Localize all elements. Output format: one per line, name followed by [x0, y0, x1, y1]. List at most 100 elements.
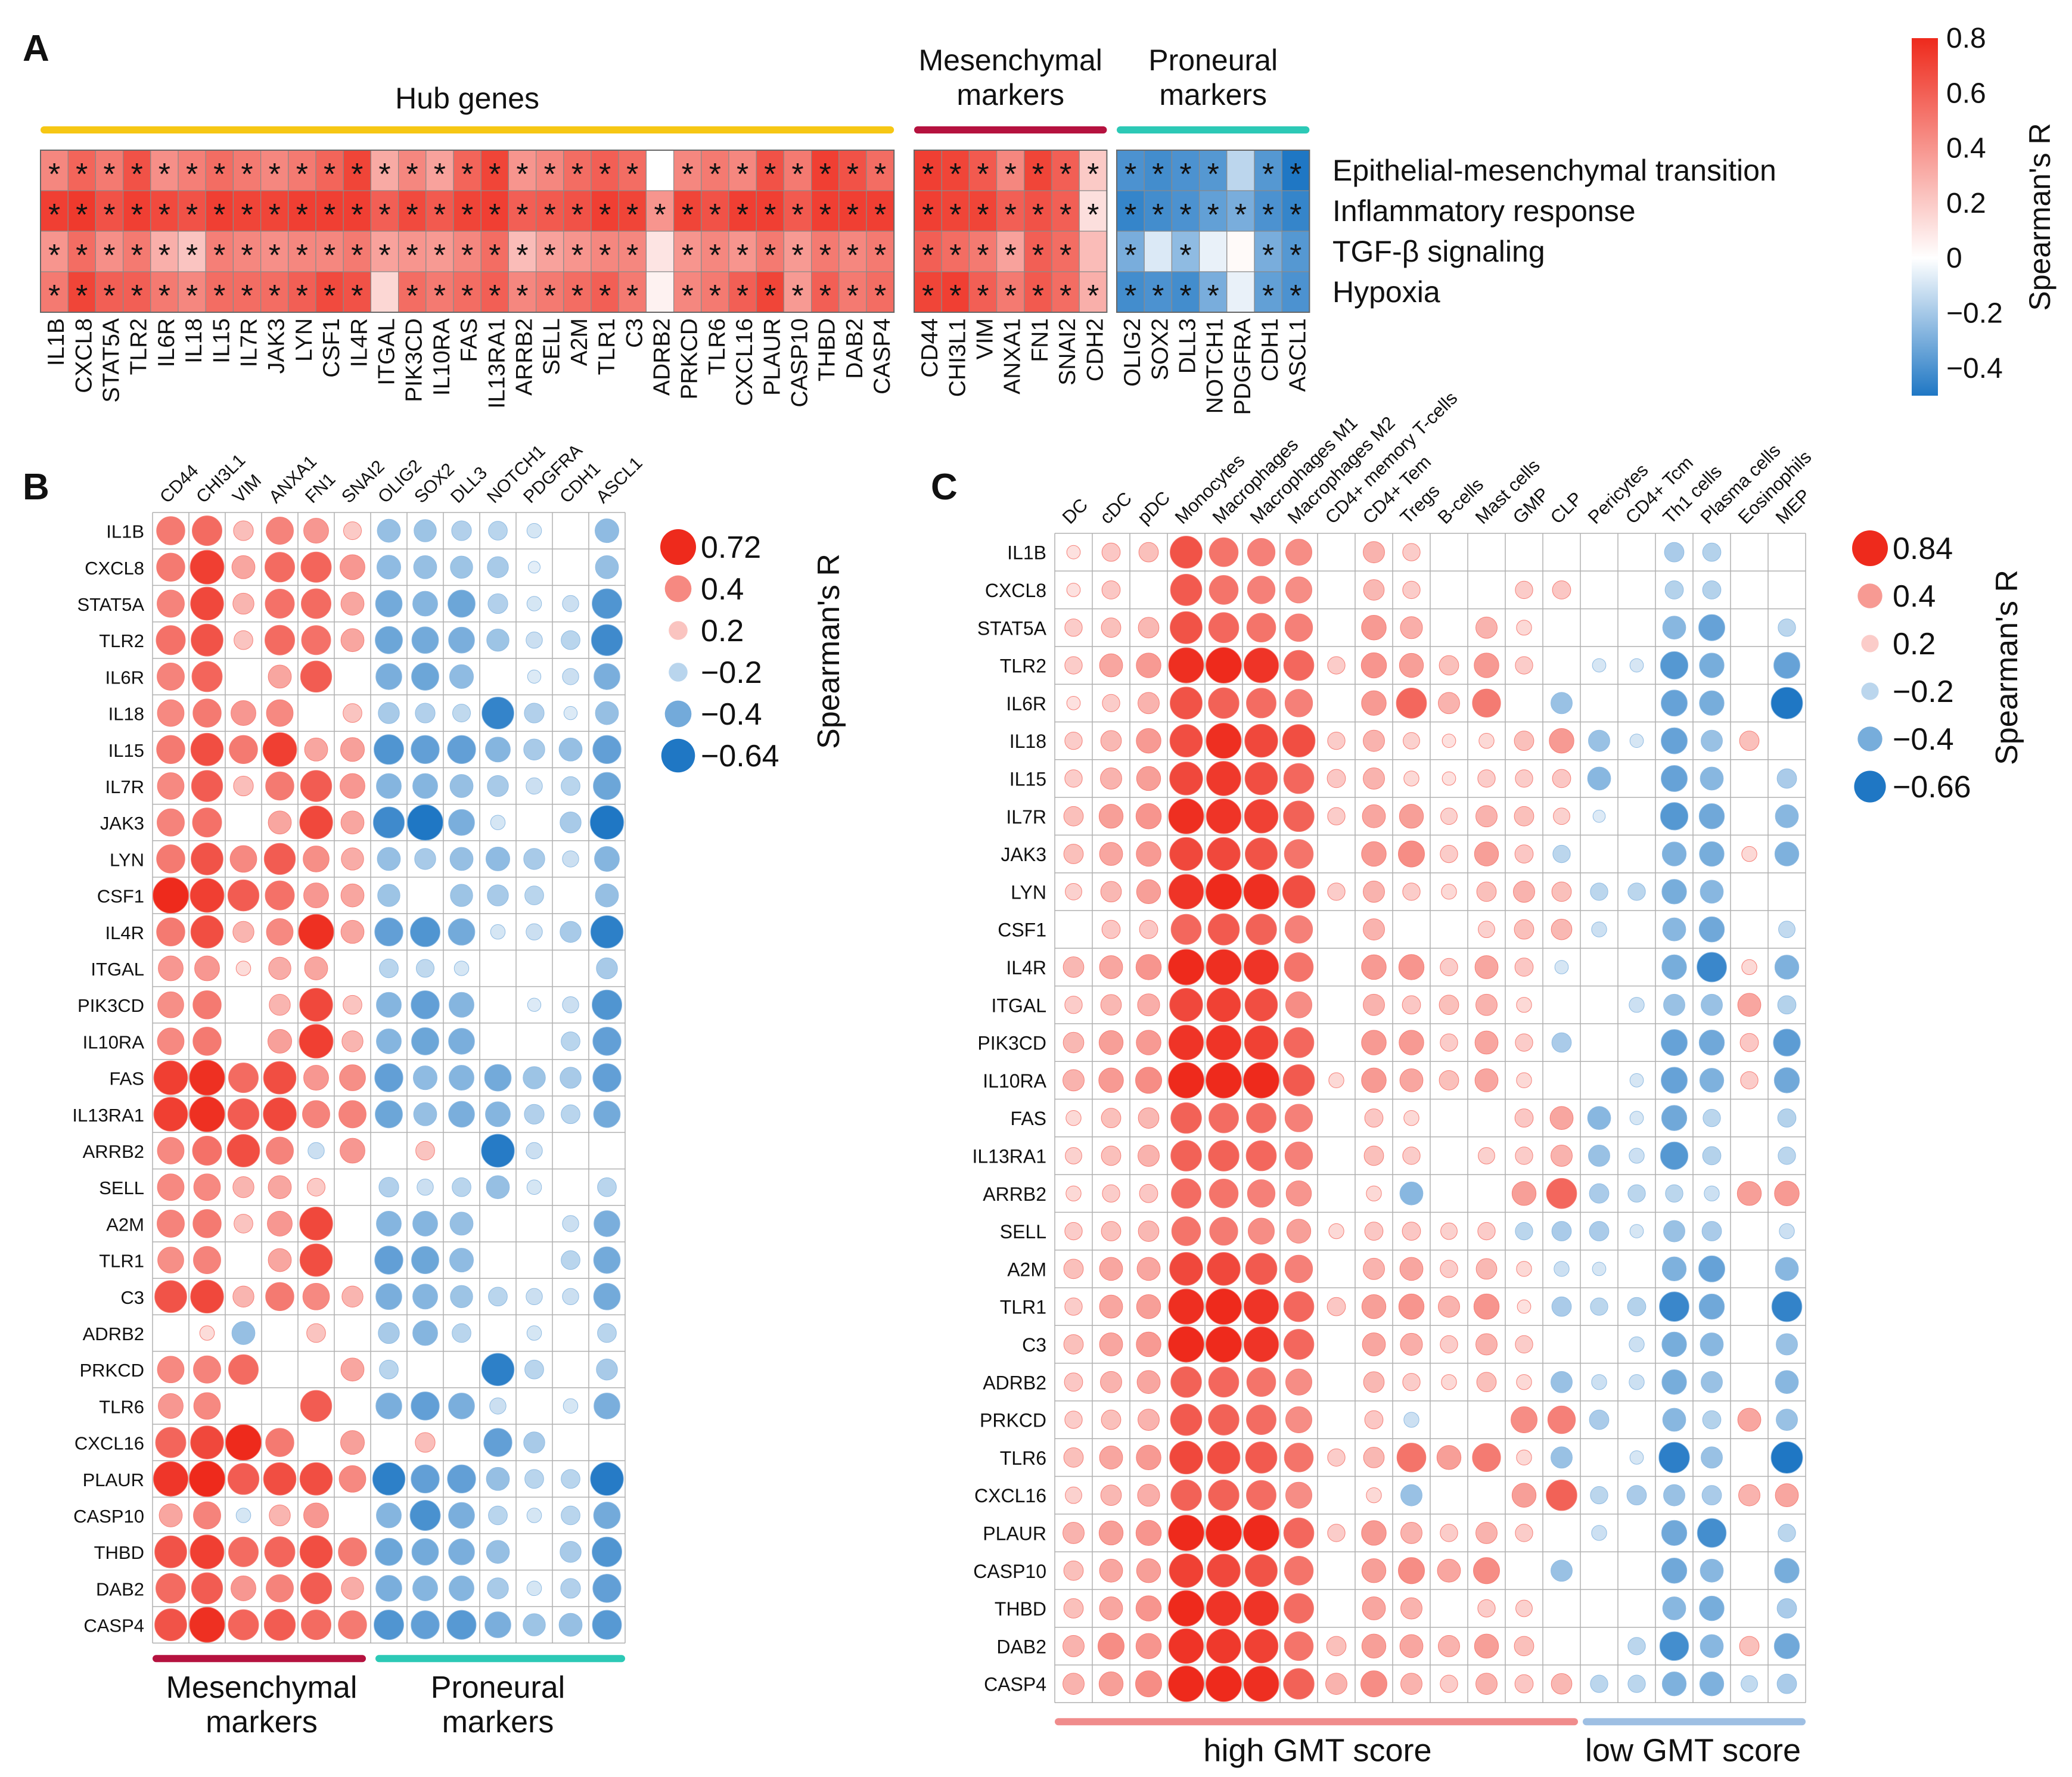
correlation-bubble: [1627, 1637, 1646, 1655]
correlation-bubble: [1549, 728, 1574, 754]
heatmap-cell: [288, 190, 316, 232]
significance-star: *: [682, 279, 694, 313]
correlation-bubble: [449, 1211, 474, 1236]
correlation-bubble: [1514, 919, 1534, 940]
significance-star: *: [764, 279, 776, 313]
correlation-bubble: [300, 1572, 333, 1605]
correlation-bubble: [155, 1427, 187, 1458]
heatmap-cell: [178, 231, 206, 272]
hub-group-label: Hub genes: [395, 82, 539, 115]
heatmap-cell: [838, 271, 867, 313]
correlation-bubble: [1285, 539, 1312, 566]
significance-star: *: [1032, 238, 1044, 273]
row-label: IL1B: [1007, 542, 1046, 564]
correlation-bubble: [1063, 1560, 1084, 1581]
gene-label: IL13RA1: [484, 318, 510, 409]
significance-star: *: [1290, 279, 1301, 313]
mesenchymal-group-label: Mesenchymal markers: [166, 1670, 358, 1739]
correlation-bubble: [306, 1323, 326, 1343]
correlation-bubble: [307, 1178, 325, 1197]
correlation-bubble: [262, 732, 297, 767]
correlation-bubble: [1516, 1449, 1532, 1466]
correlation-bubble: [416, 959, 434, 978]
significance-star: *: [131, 238, 143, 273]
correlation-bubble: [1170, 1140, 1202, 1172]
correlation-bubble: [1243, 1062, 1279, 1099]
correlation-bubble: [1363, 880, 1385, 903]
correlation-bubble: [157, 1209, 185, 1238]
correlation-bubble: [1660, 651, 1689, 680]
correlation-bubble: [1661, 879, 1687, 905]
correlation-bubble: [1168, 1326, 1204, 1363]
correlation-bubble: [1208, 1366, 1240, 1398]
correlation-bubble: [1327, 769, 1346, 788]
correlation-bubble: [1168, 1514, 1204, 1551]
correlation-bubble: [1661, 1369, 1687, 1395]
heatmap-cell: [178, 190, 206, 232]
correlation-bubble: [1170, 536, 1203, 569]
correlation-bubble: [193, 1501, 221, 1530]
correlation-bubble: [1064, 619, 1083, 637]
correlation-bubble: [413, 1065, 437, 1091]
significance-star: *: [709, 157, 721, 192]
row-label: ARRB2: [983, 1183, 1046, 1205]
correlation-bubble: [1246, 1367, 1276, 1397]
correlation-bubble: [1700, 880, 1724, 904]
correlation-bubble: [156, 552, 185, 582]
correlation-bubble: [486, 1467, 510, 1491]
correlation-bubble: [1099, 1596, 1123, 1620]
correlation-bubble: [1243, 874, 1279, 910]
correlation-bubble: [1099, 1332, 1123, 1356]
significance-star: *: [791, 238, 803, 273]
correlation-bubble: [1551, 1145, 1573, 1167]
correlation-bubble: [192, 698, 222, 728]
correlation-bubble: [1285, 1406, 1312, 1434]
correlation-bubble: [154, 1608, 187, 1642]
correlation-bubble: [1245, 1441, 1278, 1474]
correlation-bubble: [1475, 805, 1498, 828]
heatmap-cell: [563, 150, 592, 191]
correlation-bubble: [1475, 993, 1498, 1016]
correlation-bubble: [266, 517, 294, 545]
correlation-bubble: [1440, 844, 1458, 863]
correlation-bubble: [1398, 1293, 1425, 1320]
correlation-bubble: [1478, 1147, 1495, 1164]
row-label: IL6R: [105, 667, 144, 688]
significance-star: *: [1124, 238, 1136, 273]
correlation-bubble: [1402, 995, 1421, 1015]
correlation-bubble: [562, 1288, 579, 1305]
correlation-bubble: [593, 1502, 621, 1529]
correlation-bubble: [1774, 841, 1800, 866]
correlation-bubble: [1168, 1024, 1204, 1061]
correlation-bubble: [1063, 844, 1084, 864]
correlation-bubble: [1207, 1440, 1241, 1474]
correlation-bubble: [1285, 1180, 1312, 1207]
correlation-bubble: [265, 625, 295, 655]
correlation-bubble: [524, 1359, 544, 1380]
heatmap-cell: [1171, 150, 1200, 191]
correlation-bubble: [1436, 1445, 1462, 1470]
correlation-bubble: [189, 1060, 225, 1096]
significance-star: *: [874, 238, 886, 273]
correlation-bubble: [1700, 766, 1724, 791]
correlation-bubble: [523, 848, 545, 870]
heatmap-cell: [673, 231, 702, 272]
correlation-bubble: [1515, 1524, 1533, 1542]
correlation-bubble: [1629, 1374, 1645, 1390]
significance-star: *: [764, 198, 776, 232]
legend-bubble: [661, 738, 695, 773]
legend-value: −0.4: [701, 697, 762, 732]
row-label: TLR6: [1000, 1447, 1046, 1469]
correlation-bubble: [1286, 1219, 1312, 1244]
correlation-bubble: [527, 998, 542, 1012]
correlation-bubble: [378, 702, 400, 724]
correlation-bubble: [1137, 993, 1160, 1017]
gene-label: PRKCD: [677, 318, 703, 400]
correlation-bubble: [263, 1462, 297, 1496]
correlation-bubble: [374, 1610, 404, 1641]
correlation-bubble: [1699, 653, 1725, 678]
correlation-bubble: [379, 958, 399, 978]
correlation-bubble: [1100, 994, 1122, 1016]
correlation-bubble: [1248, 1217, 1275, 1245]
correlation-bubble: [590, 915, 624, 949]
